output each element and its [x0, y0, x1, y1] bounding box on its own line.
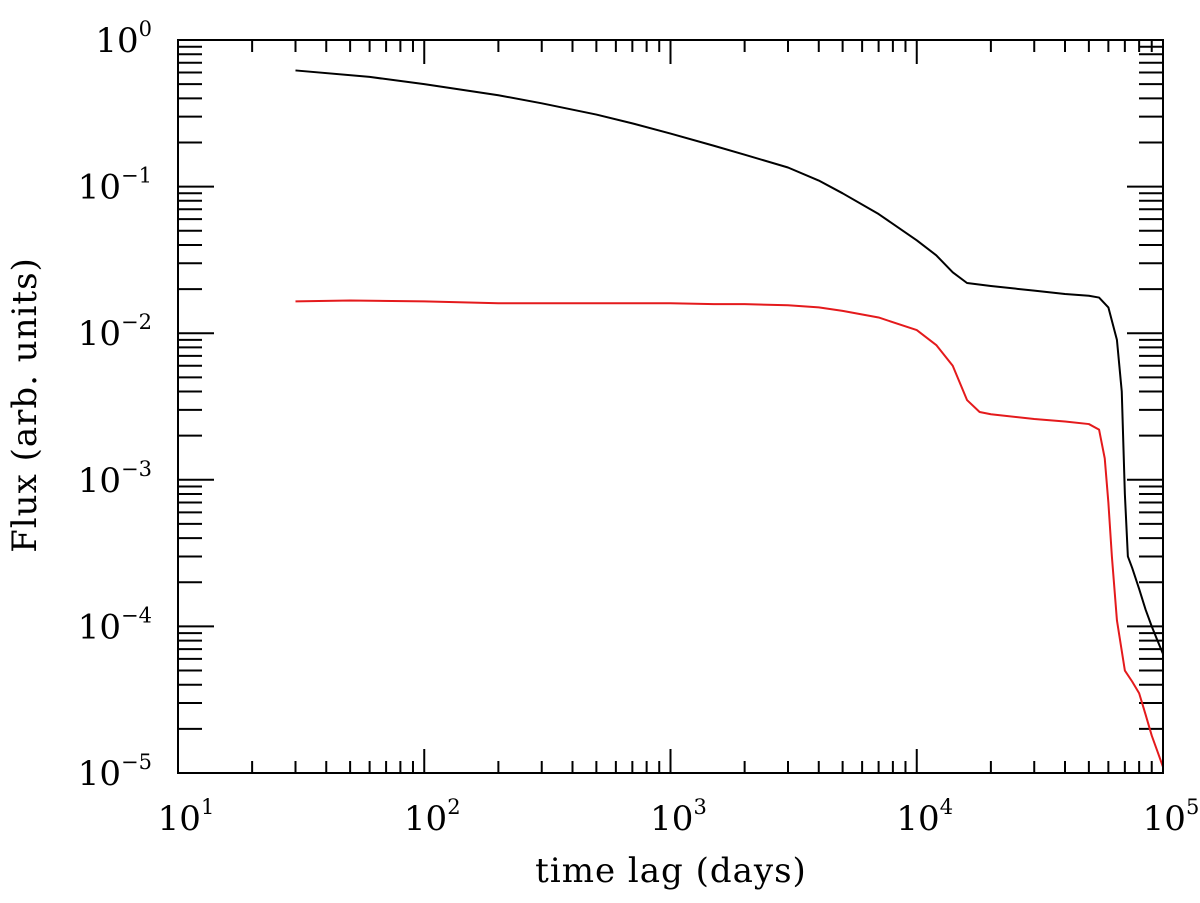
y-tick-label: 10−5: [78, 750, 152, 794]
major-ticks: [177, 39, 1164, 774]
x-axis-title: time lag (days): [535, 851, 807, 891]
minor-ticks: [178, 40, 1163, 773]
x-tick-label: 101: [158, 795, 215, 839]
y-tick-labels: 100 10−1 10−2 10−3 10−4 10−5: [78, 17, 152, 794]
series-layer: [295, 69, 1164, 768]
y-tick-label: 10−2: [78, 310, 152, 354]
x-tick-labels: 101 102 103 104 105: [158, 795, 1200, 839]
x-tick-label: 105: [1143, 795, 1200, 839]
y-tick-label: 100: [95, 17, 152, 61]
series-line-2: [295, 299, 1164, 768]
x-tick-label: 104: [896, 795, 953, 839]
x-tick-label: 102: [404, 795, 461, 839]
y-tick-label: 10−4: [78, 603, 152, 647]
plot-frame: [177, 39, 1164, 774]
series-line-1: [295, 69, 1164, 655]
y-tick-label: 10−3: [78, 457, 152, 501]
y-axis-title: Flux (arb. units): [5, 257, 45, 553]
x-tick-label: 103: [650, 795, 707, 839]
y-tick-label: 10−1: [78, 164, 152, 208]
